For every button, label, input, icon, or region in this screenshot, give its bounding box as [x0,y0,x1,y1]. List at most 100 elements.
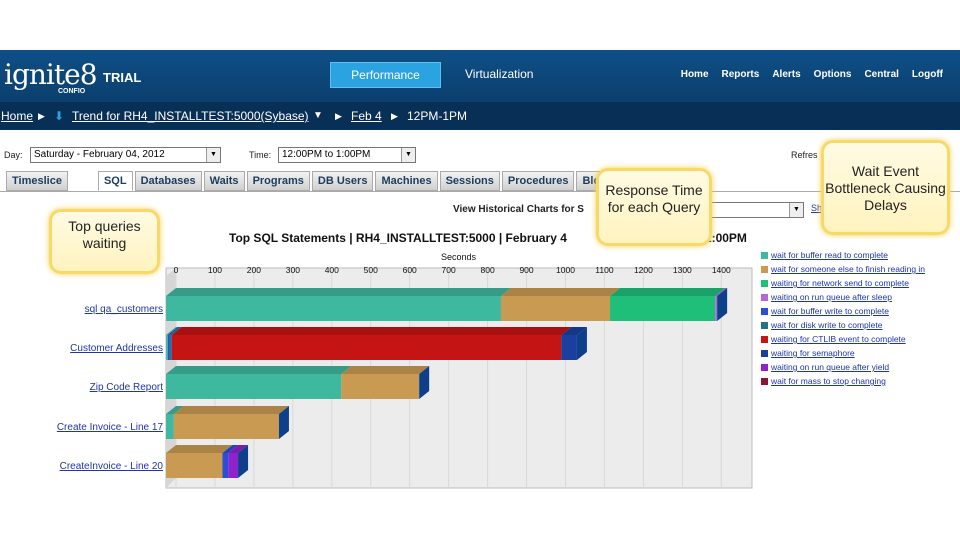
bar-segment-top [166,445,233,453]
tab-sql[interactable]: SQL [97,171,133,191]
x-tick-label: 600 [403,265,417,275]
bar-segment-top [169,327,182,335]
bar-segment-top [500,288,621,296]
tab-timeslice[interactable]: Timeslice [6,171,68,191]
bar-segment-top [228,445,249,453]
legend: wait for buffer read to complete wait for… [761,248,956,388]
bar-segment [167,335,170,360]
bar-segment-top [341,366,430,374]
tab-db-users[interactable]: DB Users [311,171,374,191]
category-label[interactable]: Customer Addresses [70,343,163,354]
x-tick-label: 300 [286,265,300,275]
time-value: 12:00PM to 1:00PM [282,149,371,160]
legend-item[interactable]: wait for someone else to finish reading … [761,262,956,276]
legend-swatch [761,293,768,301]
tab-waits[interactable]: Waits [203,171,245,191]
ignite-logo[interactable]: ignite8 [4,58,98,91]
chart-title-text: Top SQL Statements | RH4_INSTALLTEST:500… [229,231,567,245]
legend-swatch [761,349,768,357]
breadcrumb-arrow-icon: ▶ [335,111,342,121]
legend-item[interactable]: waiting for CTLIB event to complete [761,332,956,346]
x-tick-label: 1300 [673,265,692,275]
legend-item[interactable]: wait for buffer write to complete [761,304,956,318]
legend-item[interactable]: wait for mass to stop changing [761,374,956,388]
nav-home[interactable]: Home [680,69,709,80]
nav-reports[interactable]: Reports [721,69,760,80]
legend-swatch [761,265,768,273]
bar-end-cap [576,327,587,360]
chevron-down-icon[interactable]: ▼ [789,203,803,217]
category-label[interactable]: CreateInvoice - Line 20 [59,461,163,472]
bar-segment [715,296,718,321]
bar-segment [166,453,223,478]
nav-options[interactable]: Options [813,69,852,80]
performance-tab-button[interactable]: Performance [330,62,441,88]
day-select[interactable]: Saturday - February 04, 2012 ▼ [30,147,221,163]
legend-item[interactable]: wait for buffer read to complete [761,248,956,262]
legend-item[interactable]: waiting on run queue after yield [761,360,956,374]
legend-label: waiting for semaphore [771,348,855,358]
tab-programs[interactable]: Programs [246,171,310,191]
bar-segment-top [173,406,289,414]
breadcrumb-arrow-icon: ▶ [38,111,45,121]
breadcrumb-home[interactable]: Home [1,109,34,123]
tab-machines[interactable]: Machines [375,171,438,191]
top-nav-links: Home Reports Alerts Options Central Logo… [681,69,943,80]
bar-segment [169,335,172,360]
x-tick-label: 800 [481,265,495,275]
bar-end-cap [717,288,728,321]
dropdown-icon[interactable]: ▼ [313,110,323,121]
virtualization-tab-button[interactable]: Virtualization [465,67,534,81]
nav-central[interactable]: Central [864,69,899,80]
bar-segment-top [167,327,180,335]
bar-segment [610,296,716,321]
bar-segment [166,374,342,399]
chevron-down-icon[interactable]: ▼ [401,148,415,162]
legend-item[interactable]: waiting on run queue after sleep [761,290,956,304]
historical-select[interactable]: ▼ [700,202,804,218]
tab-procedures[interactable]: Procedures [501,171,575,191]
category-label[interactable]: Create Invoice - Line 17 [56,422,163,433]
category-label[interactable]: Zip Code Report [89,382,163,393]
tab-divider [0,191,960,192]
legend-label: waiting for CTLIB event to complete [771,334,906,344]
breadcrumb-date[interactable]: Feb 4 [351,109,382,123]
x-tick-label: 1400 [712,265,731,275]
view-historical-label: View Historical Charts for S [453,204,584,215]
down-arrow-icon: ⬇ [54,109,65,123]
x-axis-label: Seconds [441,252,477,262]
legend-label: wait for buffer write to complete [771,306,889,316]
legend-item[interactable]: wait for disk write to complete [761,318,956,332]
chevron-down-icon[interactable]: ▼ [206,148,220,162]
legend-swatch [761,335,768,343]
tab-sessions[interactable]: Sessions [439,171,500,191]
bar-end-cap [278,406,289,439]
bar-segment-top [166,327,178,335]
bar-segment [500,296,611,321]
bar-segment-top [166,366,352,374]
legend-label: wait for someone else to finish reading … [771,264,926,274]
time-select[interactable]: 12:00PM to 1:00PM ▼ [278,147,416,163]
legend-swatch [761,321,768,329]
nav-logoff[interactable]: Logoff [911,69,943,80]
x-tick-label: 100 [208,265,222,275]
breadcrumb-time: 12PM-1PM [407,109,468,123]
bar-segment [171,335,562,360]
show-link[interactable]: Sh [811,203,823,213]
refresh-label: Refres [791,150,818,160]
category-label[interactable]: sql qa_customers [84,304,163,315]
tab-databases[interactable]: Databases [134,171,202,191]
legend-label: wait for mass to stop changing [771,376,886,386]
bar-segment [561,335,577,360]
legend-label: wait for disk write to complete [771,320,883,330]
legend-item[interactable]: waiting for semaphore [761,346,956,360]
x-tick-label: 1200 [634,265,653,275]
nav-alerts[interactable]: Alerts [772,69,801,80]
legend-label: waiting on run queue after sleep [771,292,892,302]
legend-swatch [761,307,768,315]
time-label: Time: [249,150,272,160]
breadcrumb-trend[interactable]: Trend for RH4_INSTALLTEST:5000(Sybase) [72,109,309,123]
legend-item[interactable]: waiting for network send to complete [761,276,956,290]
bar-segment-top [166,406,184,414]
